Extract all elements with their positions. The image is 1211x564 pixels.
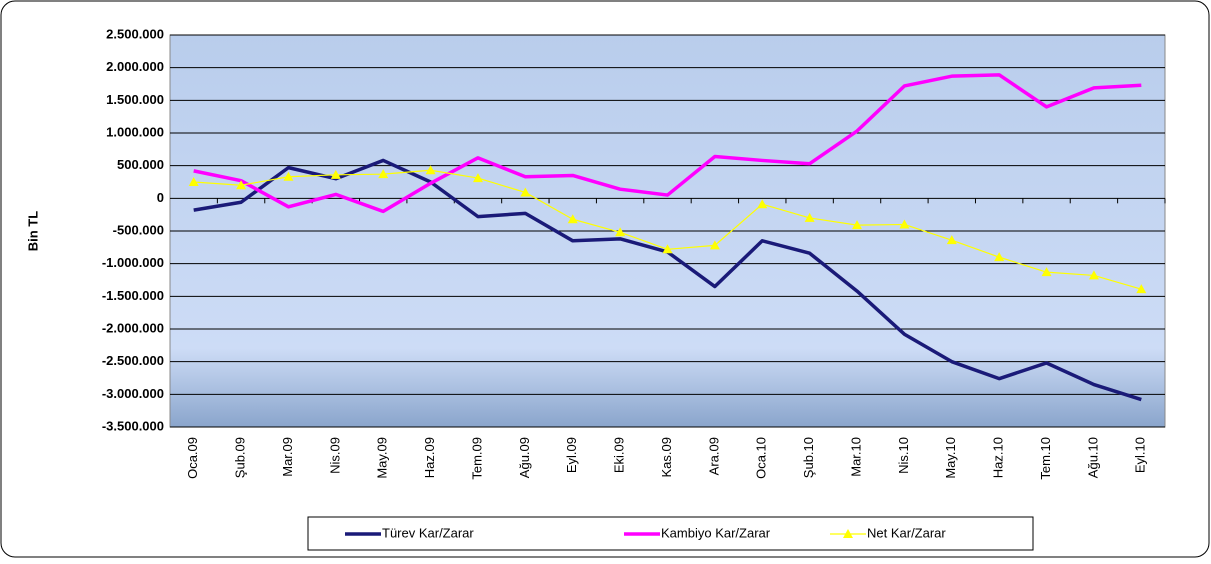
y-tick-label: 1.500.000 <box>106 92 164 107</box>
marker <box>994 252 1005 262</box>
legend-label: Net Kar/Zarar <box>867 525 946 540</box>
x-tick-label: May.09 <box>375 437 390 479</box>
marker <box>946 235 957 245</box>
x-tick-label: May.10 <box>943 437 958 479</box>
marker <box>1088 270 1099 280</box>
series-line <box>193 73 1142 214</box>
x-tick-label: Ağu.10 <box>1085 437 1100 478</box>
x-tick-label: Eyl.10 <box>1133 437 1148 473</box>
marker <box>1041 267 1052 277</box>
marker <box>662 244 673 254</box>
x-tick-label: Mar.09 <box>280 437 295 477</box>
x-tick-label: Haz.09 <box>422 437 437 478</box>
marker <box>757 199 768 209</box>
x-tick-label: Eyl.09 <box>564 437 579 473</box>
marker <box>899 219 910 229</box>
y-tick-label: 2.500.000 <box>106 26 164 41</box>
y-tick-label: -1.000.000 <box>102 255 164 270</box>
marker <box>188 177 199 186</box>
x-tick-label: Oca.10 <box>754 437 769 479</box>
x-tick-label: Tem.10 <box>1038 437 1053 480</box>
legend-label: Kambiyo Kar/Zarar <box>661 525 771 540</box>
y-tick-label: 1.000.000 <box>106 124 164 139</box>
marker <box>330 169 341 179</box>
legend-marker <box>843 529 853 538</box>
marker <box>709 240 720 250</box>
y-tick-label: 2.000.000 <box>106 59 164 74</box>
legend <box>307 516 1034 551</box>
y-tick-label: -3.500.000 <box>102 418 164 433</box>
x-tick-label: Şub.10 <box>801 437 816 478</box>
x-tick-label: Tem.09 <box>469 437 484 480</box>
marker <box>472 173 483 183</box>
x-tick-label: Haz.10 <box>991 437 1006 478</box>
marker <box>852 220 863 230</box>
x-tick-label: Nis.10 <box>896 437 911 474</box>
x-tick-label: Ağu.09 <box>517 437 532 478</box>
marker <box>615 227 626 237</box>
y-tick-label: -2.000.000 <box>102 320 164 335</box>
x-tick-label: Mar.10 <box>848 437 863 477</box>
marker <box>236 180 247 190</box>
x-tick-label: Nis.09 <box>327 437 342 474</box>
y-tick-label: 0 <box>157 190 164 205</box>
x-tick-label: Kas.09 <box>659 437 674 477</box>
marker <box>567 214 578 224</box>
marker <box>804 212 815 222</box>
x-tick-label: Şub.09 <box>233 437 248 478</box>
y-tick-label: 500.000 <box>117 157 164 172</box>
x-tick-label: Ara.09 <box>706 437 721 475</box>
x-tick-label: Oca.09 <box>185 437 200 479</box>
marker <box>283 171 294 181</box>
marker <box>378 169 389 179</box>
marker <box>520 187 531 197</box>
y-tick-label: -1.500.000 <box>102 288 164 303</box>
legend-label: Türev Kar/Zarar <box>382 525 474 540</box>
y-axis-label: Bin TL <box>25 211 40 251</box>
y-tick-label: -500.000 <box>113 222 164 237</box>
marker <box>425 165 436 175</box>
y-tick-label: -2.500.000 <box>102 353 164 368</box>
marker <box>1136 284 1147 294</box>
y-tick-label: -3.000.000 <box>102 386 164 401</box>
x-tick-label: Eki.09 <box>612 437 627 473</box>
